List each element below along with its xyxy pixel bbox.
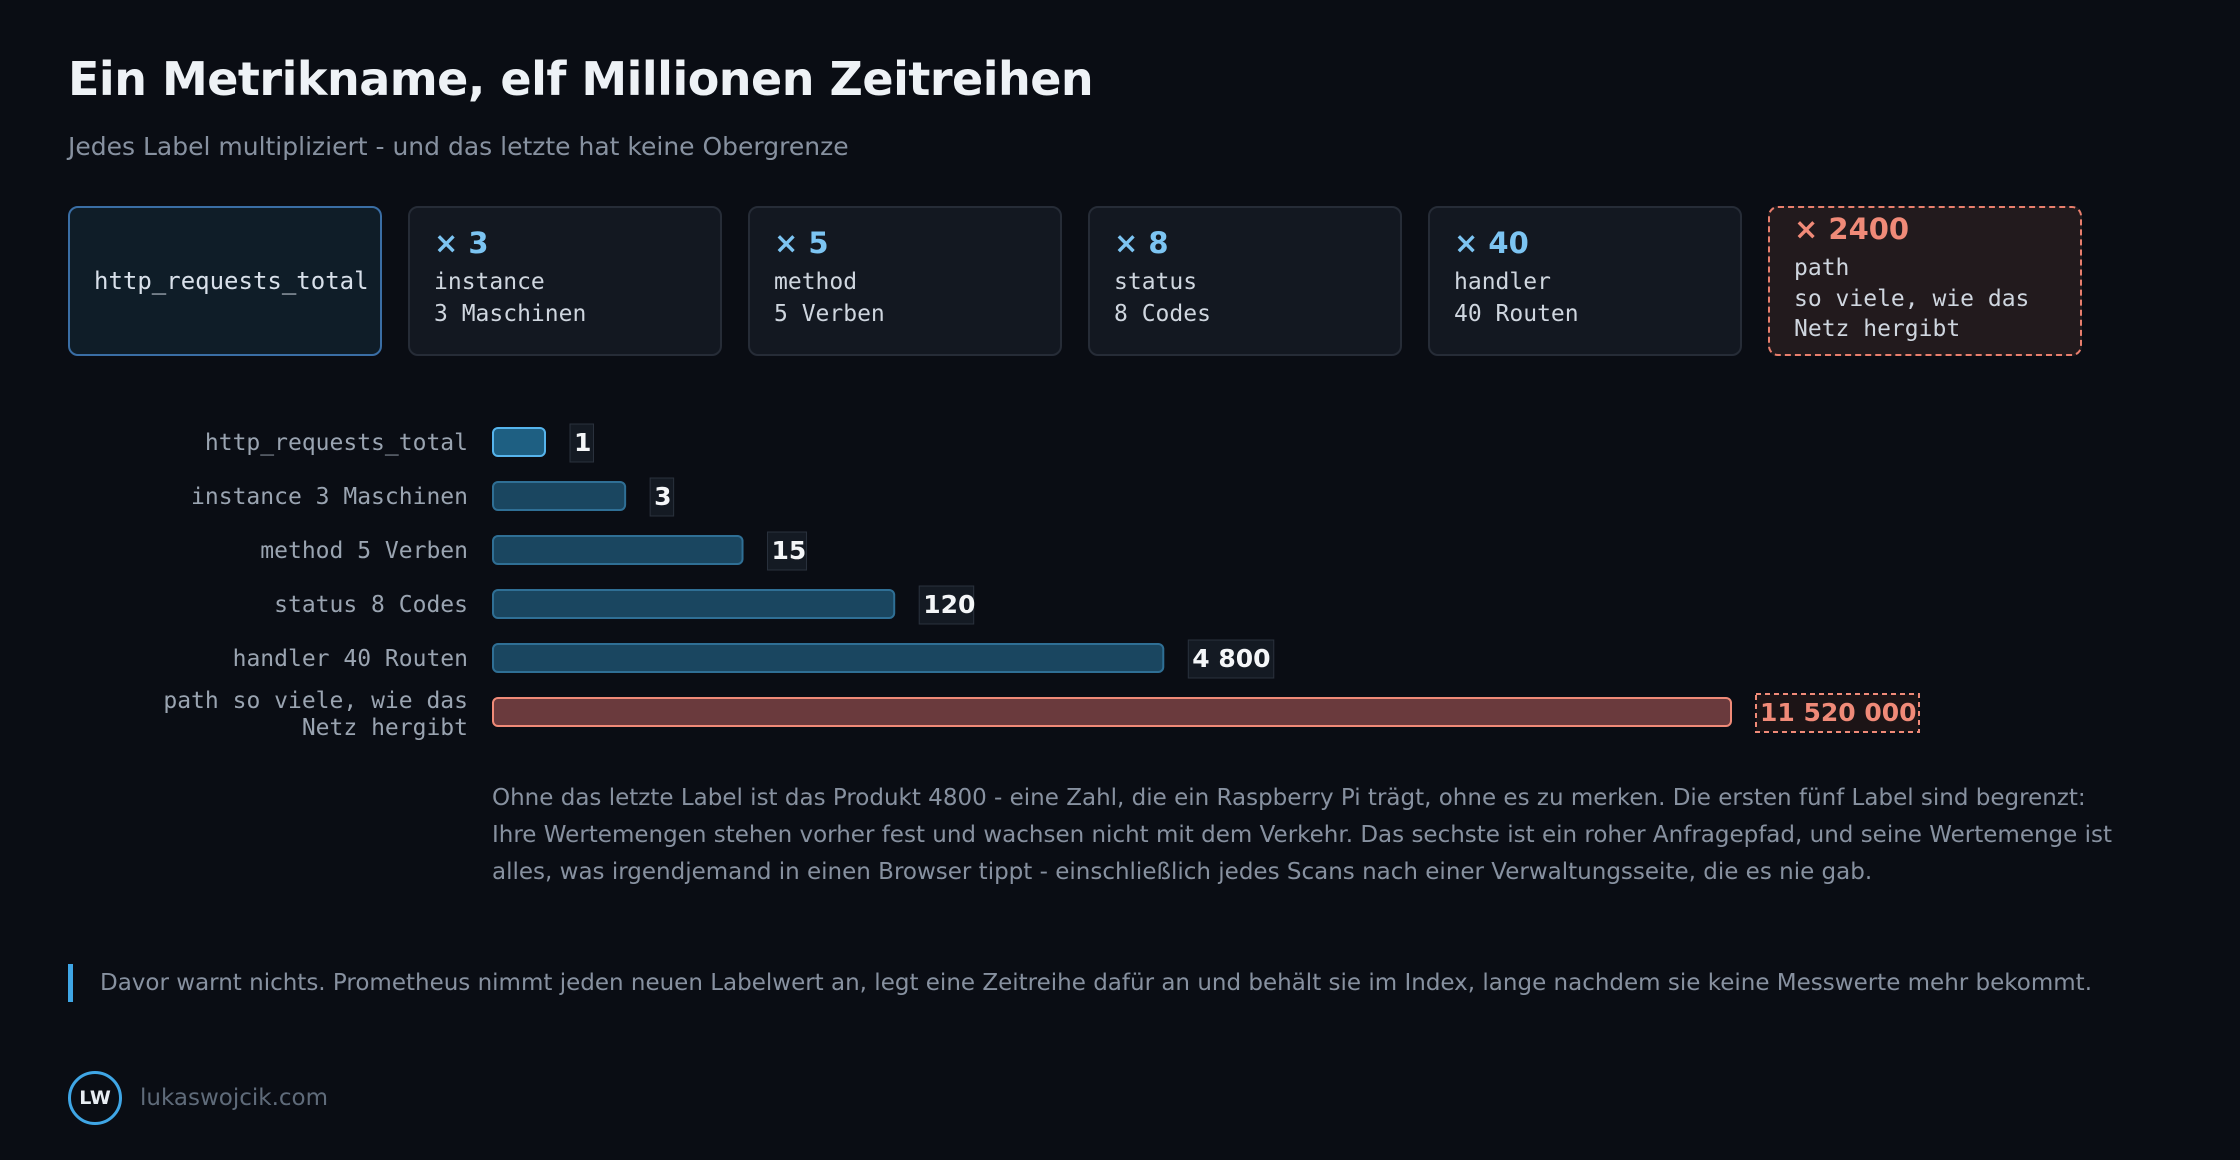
label-multiplier: × 40 [1454, 226, 1529, 260]
value-label-box [1187, 639, 1275, 679]
value-label: 4 800 [1192, 644, 1270, 673]
value-label-box [767, 531, 808, 571]
value-label-box [649, 477, 675, 517]
value-label: 3 [654, 482, 671, 511]
brand-logo: LW [68, 1071, 122, 1125]
category-label: instance 3 Maschinen [191, 484, 468, 510]
bar [492, 643, 1165, 673]
label-card-path: × 2400 path so viele, wie das Netz hergi… [1768, 206, 2082, 356]
warning-callout: Davor warnt nichts. Prometheus nimmt jed… [68, 964, 2148, 1002]
footer-brand: LW lukaswojcik.com [68, 1071, 328, 1125]
bar [492, 589, 896, 619]
brand-url: lukaswojcik.com [140, 1085, 329, 1111]
value-label: 1 [574, 428, 591, 457]
label-card-status: × 8 status 8 Codes [1088, 206, 1402, 356]
explanation-text: Ohne das letzte Label ist das Produkt 48… [492, 785, 2113, 885]
label-multiplier: × 5 [774, 226, 829, 260]
category-label: status 8 Codes [274, 592, 468, 618]
label-card-handler: × 40 handler 40 Routen [1428, 206, 1742, 356]
metric-name: http_requests_total [94, 267, 369, 295]
category-label: method 5 Verben [260, 538, 468, 564]
page-title: Ein Metrikname, elf Millionen Zeitreihen [68, 52, 1094, 106]
value-label-box [569, 423, 594, 463]
label-multiplier: × 8 [1114, 226, 1169, 260]
label-card-instance: × 3 instance 3 Maschinen [408, 206, 722, 356]
value-label: 11 520 000 [1760, 698, 1917, 727]
label-name: method [774, 268, 858, 295]
value-label-box [918, 585, 975, 625]
metric-name-card: http_requests_total [68, 206, 382, 356]
label-description: 40 Routen [1454, 300, 1579, 327]
bar [492, 481, 627, 511]
category-label: handler 40 Routen [233, 646, 468, 672]
category-label: http_requests_total [205, 430, 468, 456]
page-subtitle: Jedes Label multipliziert - und das letz… [68, 132, 849, 161]
value-label: 120 [923, 590, 975, 619]
label-name: handler [1454, 268, 1551, 295]
bar-unbounded [492, 697, 1732, 727]
label-name: instance [434, 268, 545, 295]
label-cards: http_requests_total × 3 instance 3 Masch… [68, 206, 2168, 356]
label-card-method: × 5 method 5 Verben [748, 206, 1062, 356]
label-description: 3 Maschinen [434, 300, 587, 327]
label-description: so viele, wie das Netz hergibt [1794, 285, 2030, 342]
category-label: path so viele, wie das Netz hergibt [163, 688, 468, 741]
label-name: path [1794, 254, 1850, 281]
label-multiplier: × 2400 [1794, 212, 1910, 246]
value-label-box [1755, 693, 1920, 733]
bar [492, 427, 546, 457]
label-description: 5 Verben [774, 300, 885, 327]
bar [492, 535, 744, 565]
label-name: status [1114, 268, 1198, 295]
label-multiplier: × 3 [434, 226, 489, 260]
cardinality-bar-chart: http_requests_total 1 instance 3 Maschinen… [163, 423, 1920, 741]
label-description: 8 Codes [1114, 300, 1211, 327]
value-label: 15 [772, 536, 807, 565]
